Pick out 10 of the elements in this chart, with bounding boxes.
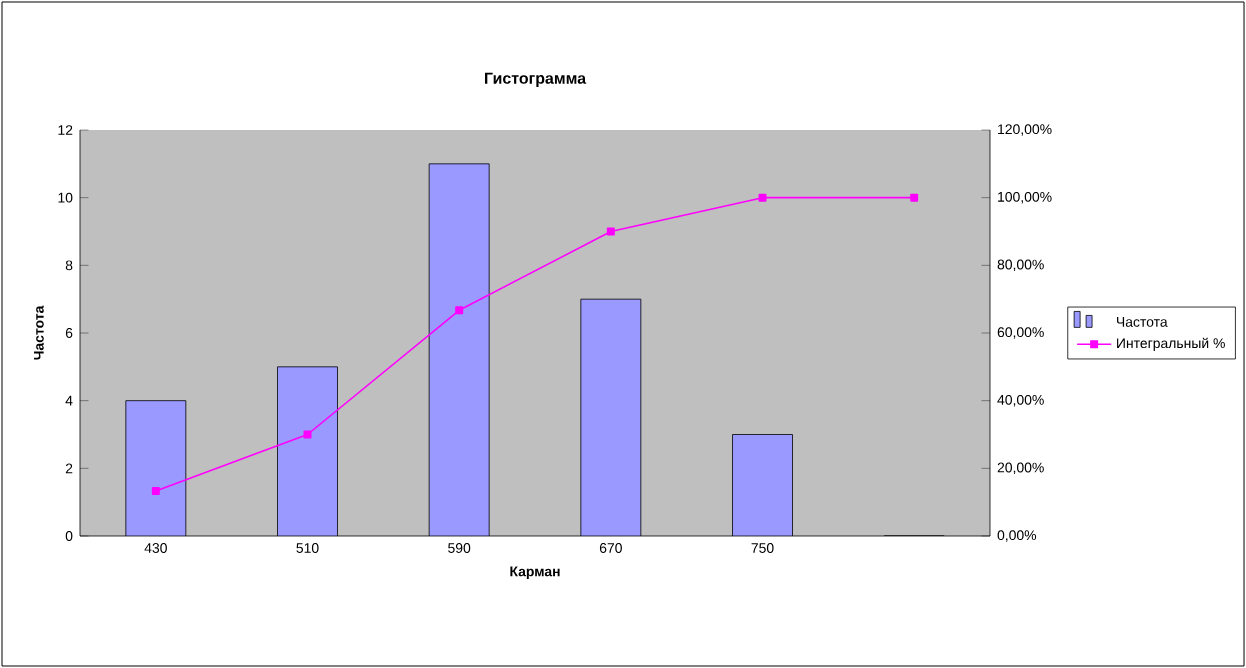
bar bbox=[277, 366, 338, 536]
bar bbox=[125, 400, 186, 536]
bar bbox=[732, 434, 793, 536]
point bbox=[455, 306, 464, 315]
point bbox=[758, 193, 767, 202]
bar bbox=[580, 299, 641, 536]
point bbox=[151, 487, 160, 495]
point bbox=[910, 193, 919, 202]
point bbox=[606, 227, 615, 236]
bar bbox=[429, 163, 490, 536]
